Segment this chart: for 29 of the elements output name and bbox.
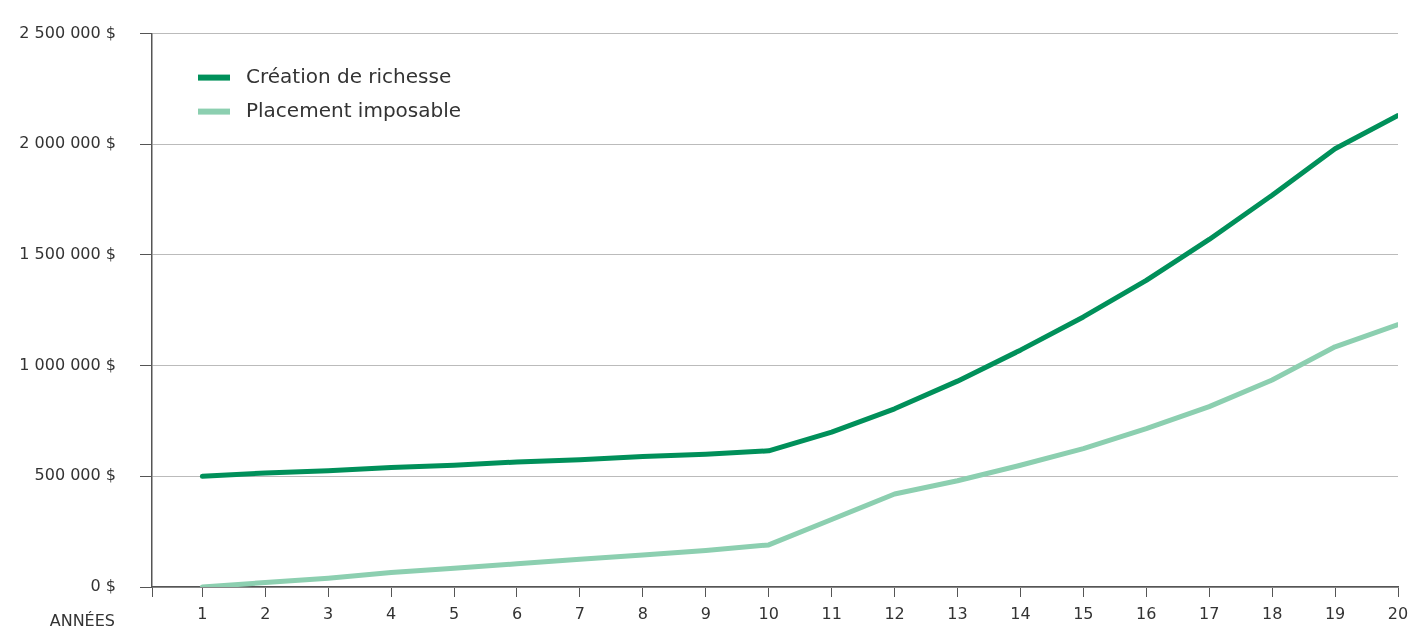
x-tick-label: 13 [947,603,968,623]
x-tick-label: 1 [197,603,208,623]
x-tick-label: 6 [511,603,523,623]
y-tick-label: 2 000 000 $ [19,133,116,153]
x-tick-label: 5 [448,603,460,623]
x-tick-label: 2 [260,603,271,623]
x-tick-label: 18 [1261,603,1283,623]
legend-label: Placement imposable [246,97,462,122]
y-tick-label: 1 000 000 $ [19,354,116,374]
x-tick-label: 19 [1324,603,1346,623]
x-tick-label: 11 [821,603,842,623]
x-tick-label: 12 [884,603,905,623]
x-tick-label: 20 [1387,603,1409,623]
x-tick-label: 8 [637,603,648,623]
y-tick-label: 2 500 000 $ [19,22,116,42]
x-tick-label: 16 [1136,603,1157,623]
y-tick-label: 1 500 000 $ [19,244,116,264]
x-tick-label: 15 [1073,603,1094,623]
y-tick-label: 500 000 $ [34,465,116,485]
x-tick-label: 7 [574,603,586,623]
x-tick-label: 3 [323,603,334,623]
x-tick-label: 10 [758,603,779,623]
x-tick-label: 14 [1010,603,1031,623]
x-tick-label: 9 [700,603,711,623]
x-tick-label: 17 [1199,603,1220,623]
y-tick-label: 0 $ [90,576,116,596]
x-tick-label: 4 [386,603,397,623]
x-axis-title: ANNÉES [49,611,115,631]
legend-label: Création de richesse [246,63,452,88]
